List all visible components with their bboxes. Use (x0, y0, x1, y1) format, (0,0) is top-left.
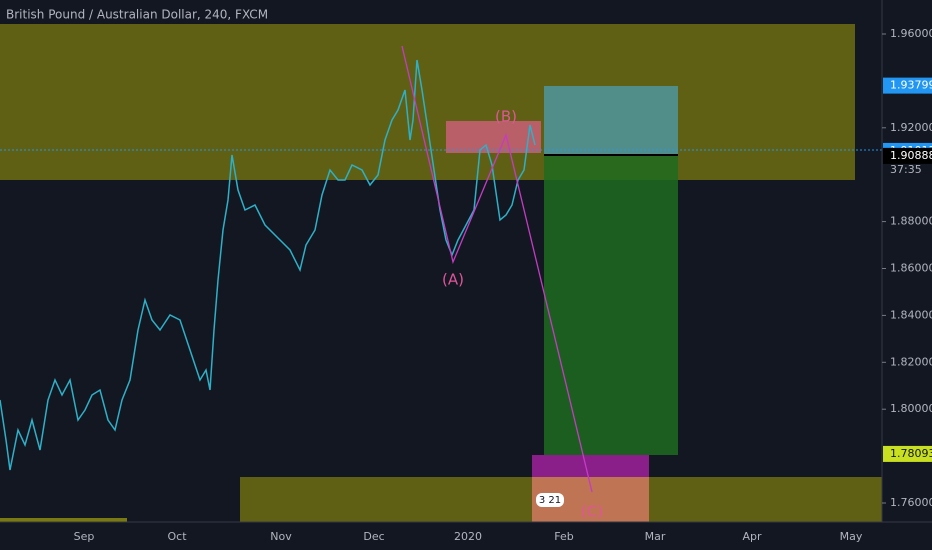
time-tick: Apr (742, 530, 762, 543)
wave-line (401, 45, 593, 493)
price-label: 1.78093 (890, 447, 932, 460)
price-tick: 1.82000 (890, 355, 932, 368)
chart-title: British Pound / Australian Dollar, 240, … (6, 8, 268, 22)
zones (0, 24, 882, 522)
b-box (446, 121, 541, 153)
count-badge (536, 493, 564, 507)
wave-label: (C) (581, 503, 603, 521)
price-tick: 1.92000 (890, 121, 932, 134)
wave-label: (A) (442, 271, 464, 289)
price-label-bg (883, 162, 932, 178)
price-tick: 1.76000 (890, 496, 932, 509)
price-series (0, 59, 536, 471)
price-tick: 1.88000 (890, 215, 932, 228)
price-label-bg (883, 445, 932, 462)
count-label: 3 21 (539, 495, 561, 506)
time-tick: Oct (167, 530, 187, 543)
price-label-bg (883, 77, 932, 94)
price-label: 37:35 (890, 163, 922, 176)
stop-zone (544, 86, 678, 155)
time-tick: Feb (554, 530, 573, 543)
small-zone (0, 518, 127, 522)
price-tick: 1.84000 (890, 308, 932, 321)
axes: 1.96000 1.92000 1.88000 1.86000 1.84000 1.820… (74, 27, 932, 543)
time-tick: Mar (645, 530, 666, 543)
price-label: 1.90888 (890, 149, 932, 162)
price-tick: 1.86000 (890, 262, 932, 275)
purple-box (532, 455, 649, 477)
time-tick: 2020 (454, 530, 482, 543)
wave-label: (B) (495, 108, 517, 126)
price-label-bg (883, 147, 932, 164)
price-tick: 1.96000 (890, 27, 932, 40)
target-zone (544, 155, 678, 455)
price-tick: 1.80000 (890, 402, 932, 415)
time-tick: Dec (363, 530, 384, 543)
time-tick: Sep (74, 530, 95, 543)
time-tick: Nov (270, 530, 292, 543)
time-tick: May (840, 530, 863, 543)
price-label: 1.93799 (890, 79, 932, 92)
